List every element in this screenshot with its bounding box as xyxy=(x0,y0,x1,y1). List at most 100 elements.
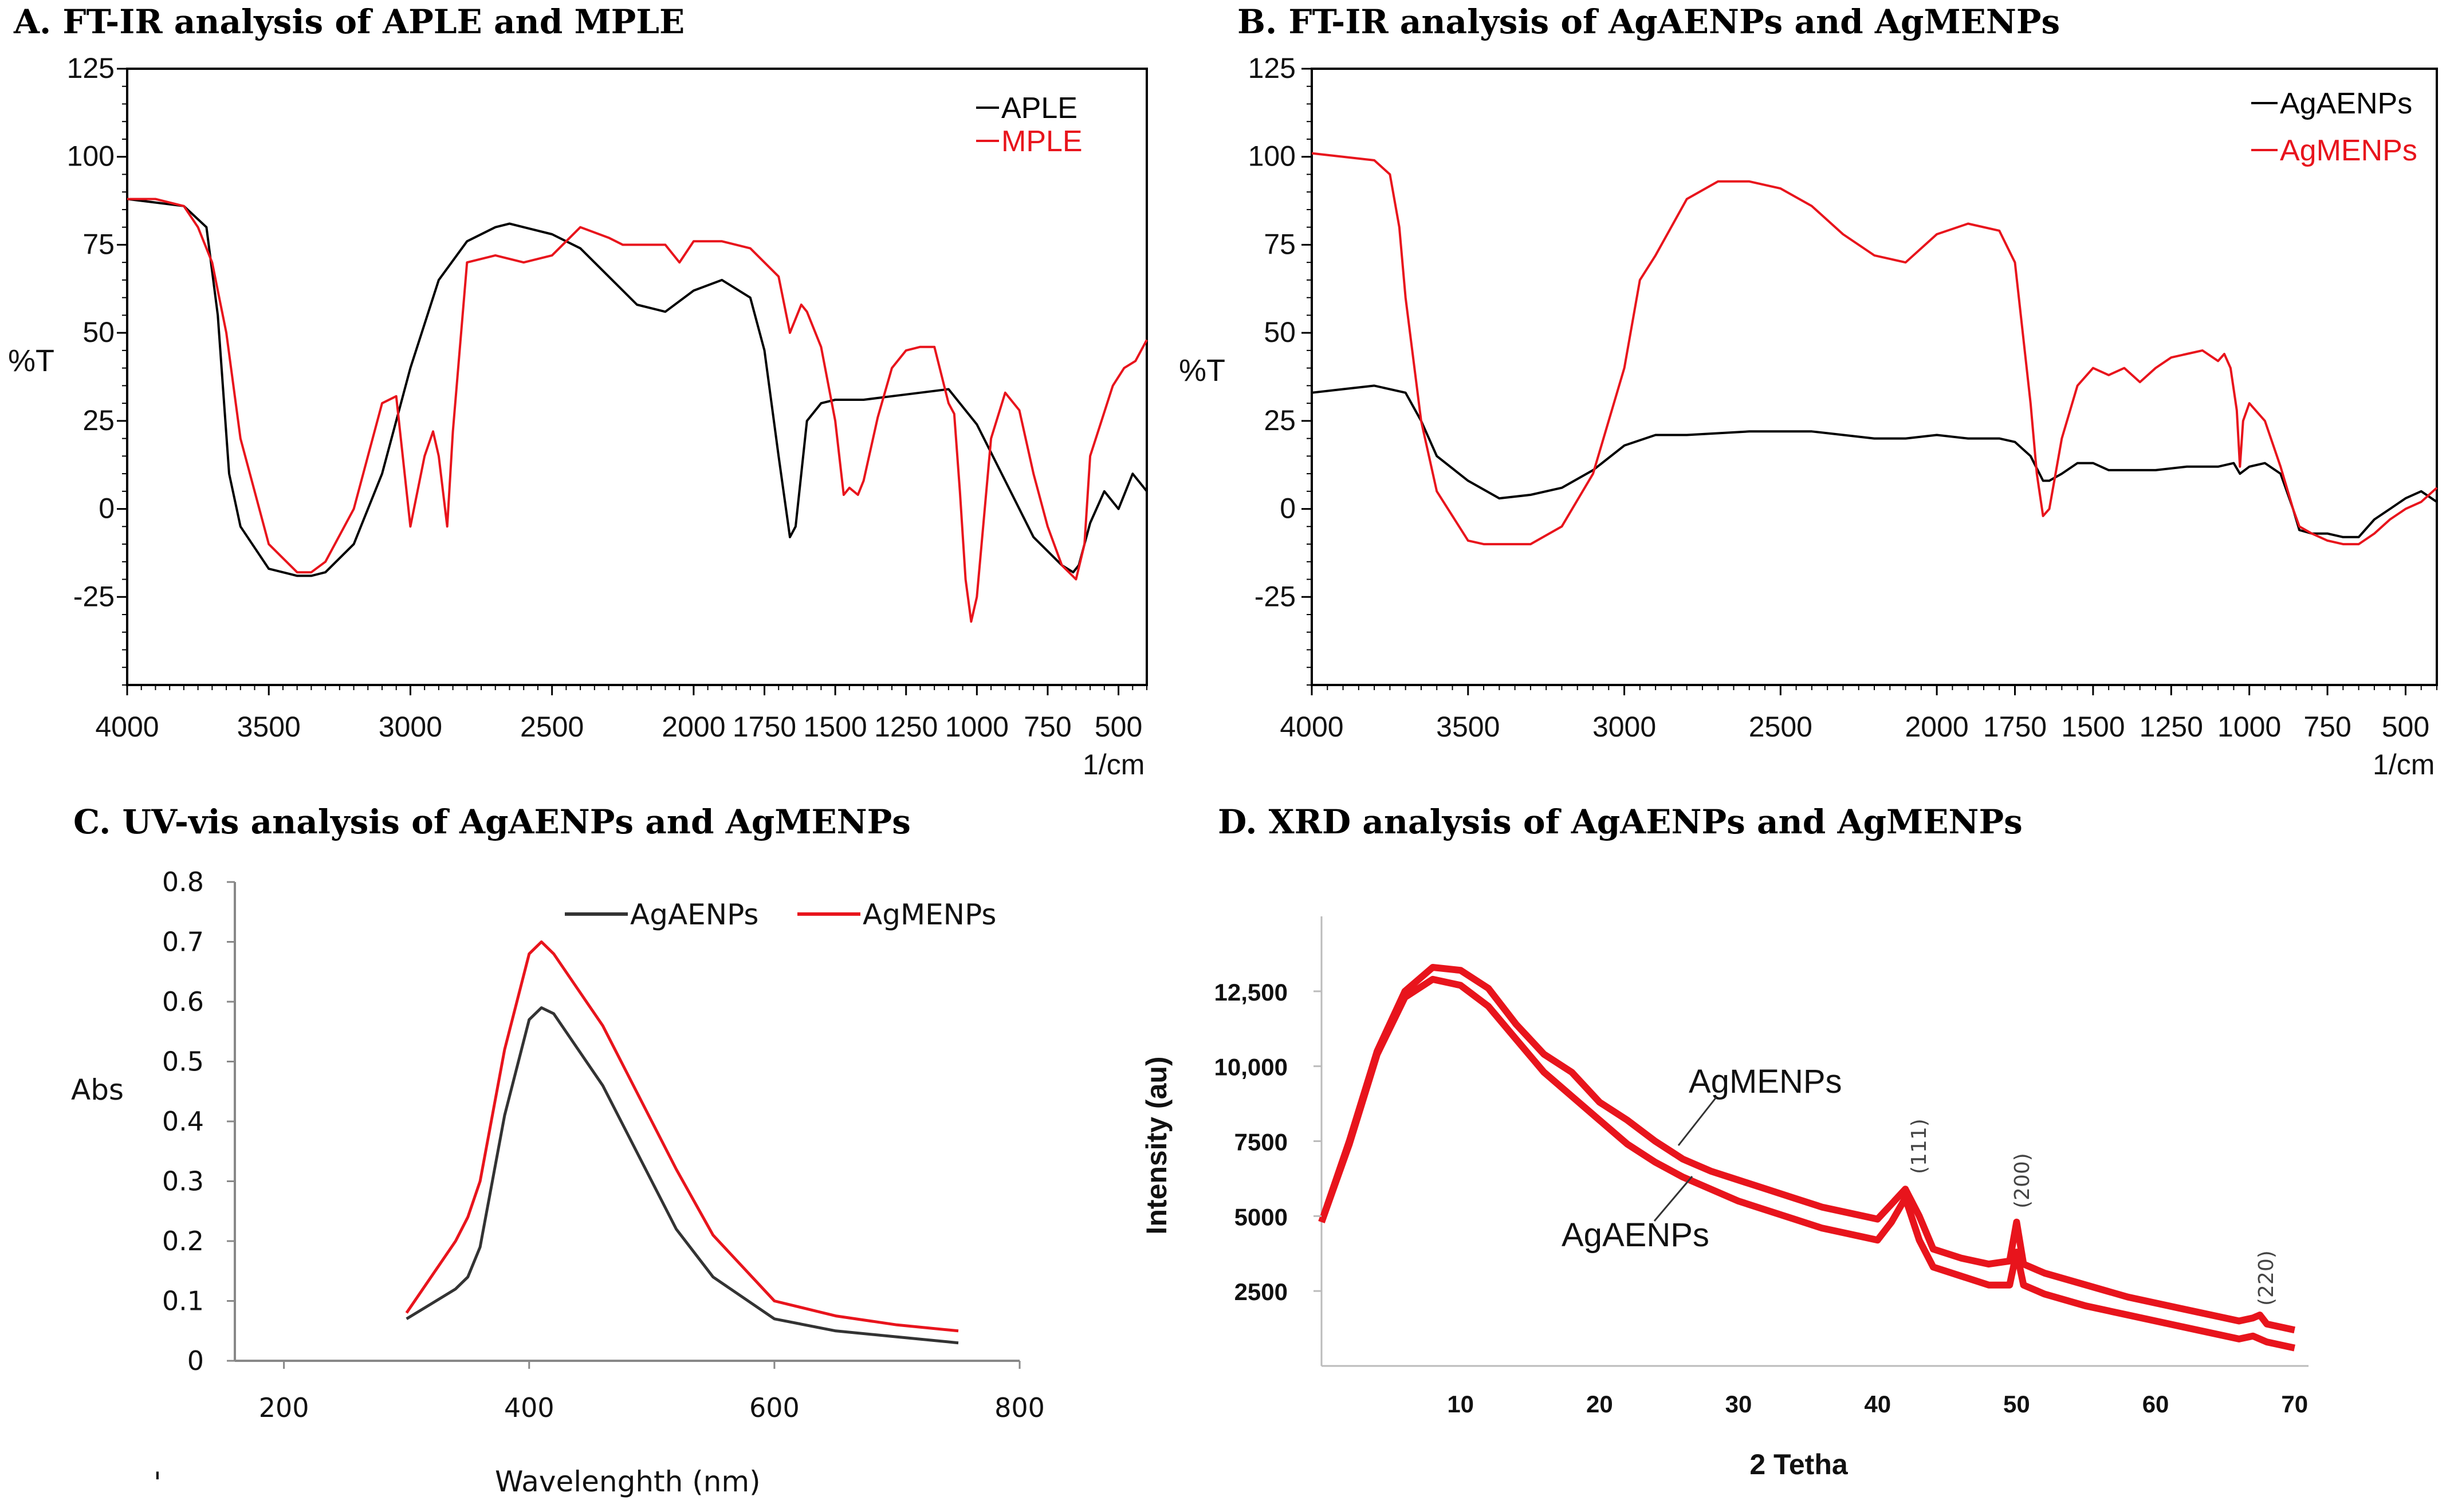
panel-b-point-agmenps-35 xyxy=(2077,385,2078,386)
panel-b-xtick-label: 1500 xyxy=(2061,711,2125,743)
panel-c-series-agaenps xyxy=(406,1006,959,1345)
panel-c-point-agaenps-8 xyxy=(553,1013,554,1014)
panel-b-point-agaenps-17 xyxy=(1905,438,1906,439)
panel-d-xtick-label: 70 xyxy=(2281,1391,2308,1418)
panel-a-point-aple-6 xyxy=(240,526,241,527)
panel-a-point-mple-16 xyxy=(433,431,434,432)
panel-d-series-agaenps xyxy=(1318,975,2295,1352)
peak-label-111: (111) xyxy=(1908,1119,1931,1174)
panel-a-point-mple-54 xyxy=(991,438,992,439)
panel-b-ytick-label: 25 xyxy=(1264,404,1296,436)
panel-a-xtick-label: 750 xyxy=(1024,711,1071,743)
panel-d-point-agaenps-13 xyxy=(1683,1177,1684,1178)
panel-a-point-mple-38 xyxy=(835,420,836,421)
label-agmenps-d: AgMENPs xyxy=(1689,1063,1842,1100)
panel-b-point-agmenps-42 xyxy=(2186,354,2187,355)
panel-c-ytick-label: 0.8 xyxy=(162,867,204,897)
panel-b-title: B. FT-IR analysis of AgAENPs and AgMENPs xyxy=(1237,2,2060,41)
panel-a-ytick-label: 125 xyxy=(67,52,115,84)
panel-a-point-mple-48 xyxy=(948,403,949,404)
panel-b-xtick-label: 500 xyxy=(2382,711,2429,743)
panel-b-point-agmenps-11 xyxy=(1530,544,1531,545)
panel-d-point-agaenps-9 xyxy=(1571,1096,1572,1097)
panel-a-chart: 4000 3500 3000 2500 2000 1750 1500 1250 1000 750 5… xyxy=(8,52,1148,781)
panel-c-xtick-label: 400 xyxy=(504,1392,555,1423)
panel-b-point-agaenps-20 xyxy=(1999,438,2000,439)
panel-a-point-mple-64 xyxy=(1112,385,1113,386)
panel-a-xtick-label: 1500 xyxy=(803,711,867,743)
panel-d-point-agaenps-28 xyxy=(2016,1252,2017,1253)
panel-b-point-agaenps-41 xyxy=(2327,533,2328,534)
panel-a-ytick-label: 100 xyxy=(67,140,115,172)
panel-b-xtick-label: 1250 xyxy=(2140,711,2203,743)
panel-a-point-aple-20 xyxy=(580,248,581,249)
panel-d-point-agmenps-22 xyxy=(1905,1189,1906,1190)
panel-a-point-aple-11 xyxy=(353,544,354,545)
panel-a-point-mple-46 xyxy=(920,346,921,347)
panel-d-point-agaenps-23 xyxy=(1919,1240,1920,1241)
panel-d-series-agmenps xyxy=(1318,964,2295,1334)
panel-b-point-agmenps-52 xyxy=(2280,466,2281,467)
panel-d-ytick-label: 7500 xyxy=(1234,1129,1288,1156)
panel-b-point-agmenps-47 xyxy=(2236,410,2237,411)
panel-b-legend: AgAENPs AgMENPs xyxy=(2251,87,2417,167)
panel-a-point-aple-30 xyxy=(795,526,796,527)
panel-d-point-agaenps-14 xyxy=(1710,1189,1711,1190)
panel-d-xlabel: Intensity (au) xyxy=(1141,1056,1173,1234)
panel-b-xtick-label: 3500 xyxy=(1436,711,1500,743)
panel-a-point-aple-17 xyxy=(509,223,510,224)
panel-a-point-mple-63 xyxy=(1101,420,1102,421)
panel-b-point-agmenps-45 xyxy=(2224,354,2225,355)
panel-c-point-agaenps-9 xyxy=(578,1049,579,1050)
panel-c-point-agmenps-13 xyxy=(676,1169,677,1170)
stray-mark: ' xyxy=(154,1466,162,1499)
legend-label-agmenps-b: AgMENPs xyxy=(2280,134,2417,167)
panel-c-point-agaenps-12 xyxy=(651,1181,652,1182)
panel-c-ylabel: Abs xyxy=(71,1073,124,1107)
panel-a-point-mple-58 xyxy=(1047,526,1048,527)
panel-b-point-agmenps-51 xyxy=(2264,420,2265,421)
panel-d-xtick-label: 10 xyxy=(1447,1391,1474,1418)
panel-b-point-agaenps-2 xyxy=(1374,385,1375,386)
panel-d-ytick-label: 10,000 xyxy=(1214,1054,1288,1081)
panel-d-ytick-label: 5000 xyxy=(1234,1203,1288,1230)
panel-d-xtick-label: 40 xyxy=(1864,1391,1891,1418)
panel-a-point-mple-33 xyxy=(778,276,779,277)
panel-a-point-mple-32 xyxy=(764,262,765,263)
panel-d-point-agmenps-16 xyxy=(1766,1189,1767,1190)
peak-label-220: (220) xyxy=(2255,1250,2278,1306)
panel-c-ytick-label: 0.2 xyxy=(162,1226,204,1257)
panel-b-point-agmenps-43 xyxy=(2202,350,2203,351)
panel-c-point-agaenps-0 xyxy=(406,1318,407,1319)
panel-c-point-agaenps-18 xyxy=(958,1342,959,1343)
panel-a-xtick-label: 500 xyxy=(1095,711,1142,743)
panel-c-ytick-label: 0.1 xyxy=(162,1286,204,1317)
panel-a-ytick-label: -25 xyxy=(73,580,115,612)
panel-a-point-mple-6 xyxy=(240,438,241,439)
panel-b-point-agmenps-30 xyxy=(2030,403,2031,404)
panel-c-point-agaenps-5 xyxy=(504,1115,505,1116)
panel-a-xtick-label: 3000 xyxy=(379,711,442,743)
panel-b-point-agmenps-21 xyxy=(1780,188,1781,189)
panel-c-chart: 200 400 600 800 0.8 0.7 0.6 0.5 0.4 0.3 0.2 0.1 0 A… xyxy=(71,867,1045,1499)
panel-b-point-agaenps-35 xyxy=(2249,466,2250,467)
leader-agmenps xyxy=(1677,1097,1717,1146)
panel-a-point-aple-27 xyxy=(764,350,765,351)
panel-a-plot-frame xyxy=(126,68,1148,686)
panel-a-ylabel: %T xyxy=(8,344,54,378)
panel-c-ytick-label: 0.4 xyxy=(162,1106,204,1137)
panel-c-point-agmenps-2 xyxy=(455,1241,456,1242)
panel-a-ytick-label: 50 xyxy=(82,316,115,348)
panel-d-xtick-label: 50 xyxy=(2003,1391,2030,1418)
panel-b-point-agmenps-28 xyxy=(1999,230,2000,231)
panel-a-point-aple-21 xyxy=(608,276,609,277)
panel-a-point-mple-61 xyxy=(1084,544,1085,545)
panel-a-xtick-label: 1750 xyxy=(733,711,796,743)
panel-a-series-mple xyxy=(127,198,1148,623)
panel-c-series-agmenps xyxy=(405,940,959,1333)
panel-a-point-aple-1 xyxy=(155,202,156,203)
legend-label-aple: APLE xyxy=(1001,92,1077,125)
panel-c-xtick-label: 600 xyxy=(749,1392,800,1423)
legend-label-agaenps-b: AgAENPs xyxy=(2280,87,2412,120)
panel-b-ytick-label: 100 xyxy=(1248,140,1296,172)
